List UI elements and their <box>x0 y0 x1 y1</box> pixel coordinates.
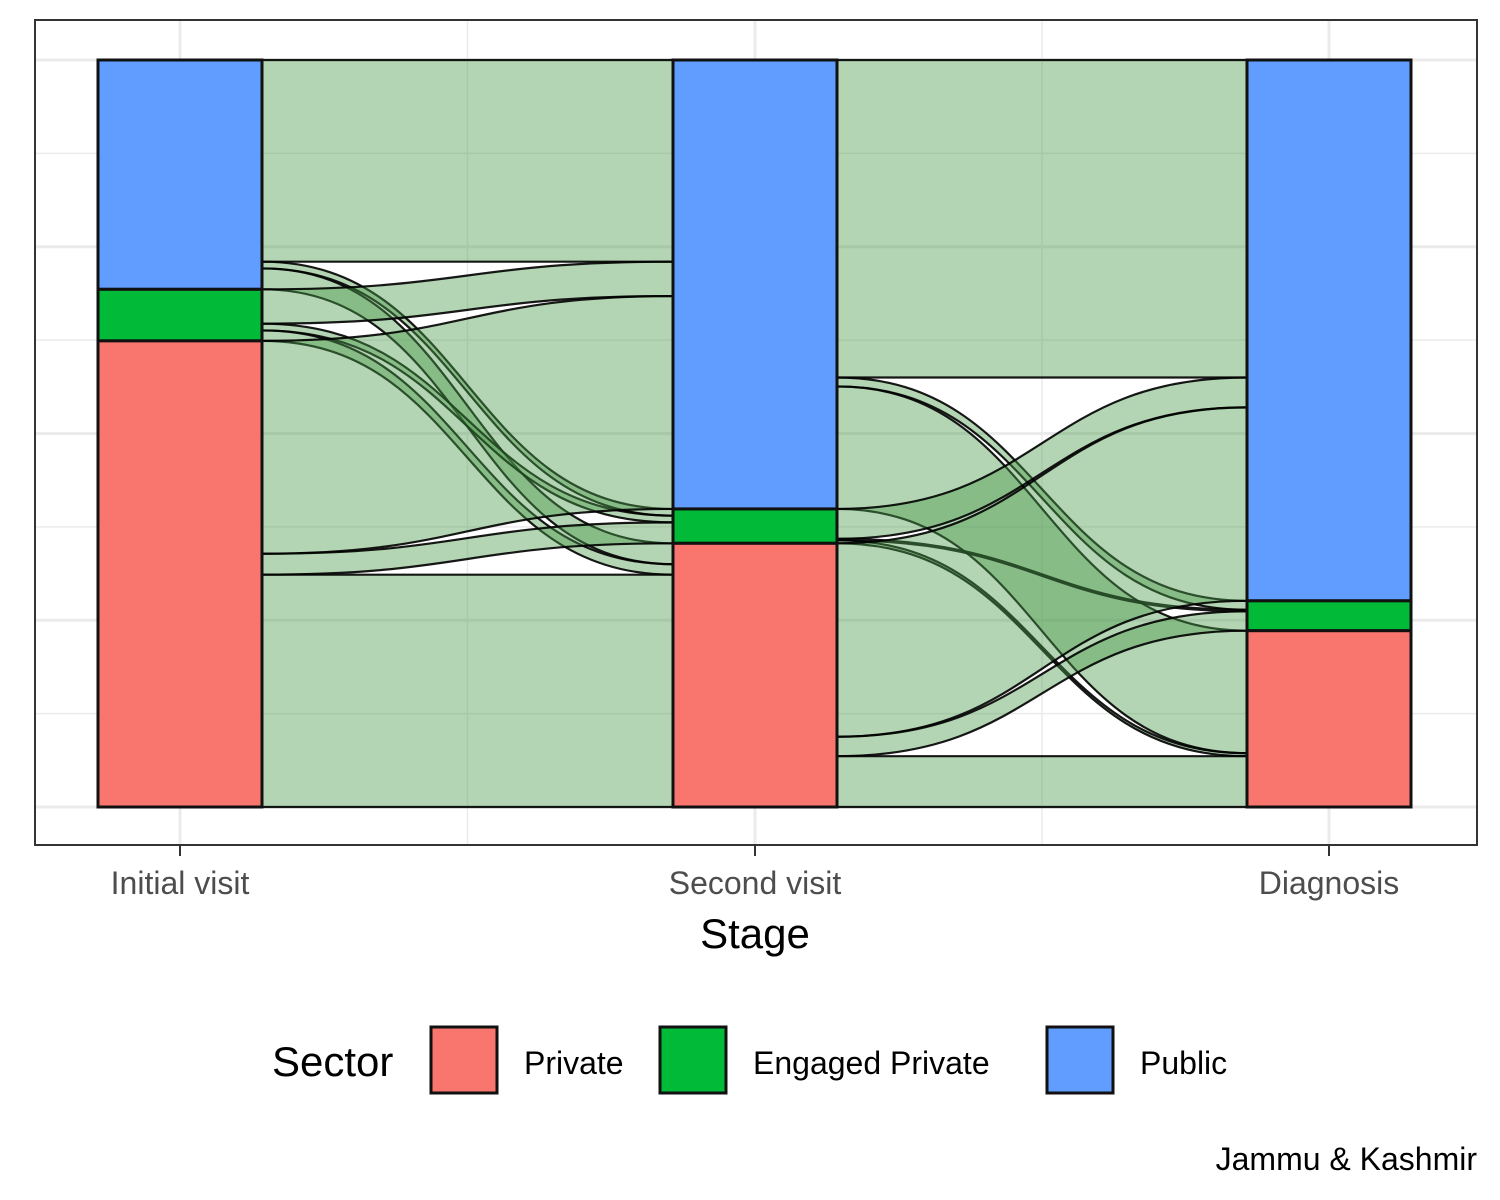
legend-key-engaged-private <box>658 1025 728 1095</box>
bar-initial-visit-engaged-private <box>96 287 264 343</box>
x-tick-label: Initial visit <box>111 865 250 901</box>
bar-second-visit-private <box>671 541 839 809</box>
x-axis-ticks: Initial visit Second visit Diagnosis <box>111 845 1400 901</box>
x-tick-label: Second visit <box>669 865 842 901</box>
bar-diagnosis-engaged-private <box>1245 599 1413 633</box>
x-tick-label: Diagnosis <box>1259 865 1400 901</box>
flow-public-to-public <box>260 58 675 263</box>
bar-initial-visit-public <box>96 58 264 291</box>
flow-private-to-private <box>835 755 1249 809</box>
stage-bars <box>96 58 1413 809</box>
legend-key-public <box>1045 1025 1115 1095</box>
bar-diagnosis-public <box>1245 58 1413 603</box>
flow-private-to-private <box>260 573 675 809</box>
legend-label-private: Private <box>524 1045 624 1081</box>
flow-public-to-public <box>835 58 1249 379</box>
legend-label-public: Public <box>1140 1045 1227 1081</box>
flow-ribbons <box>260 58 1249 809</box>
bar-initial-visit-private <box>96 339 264 809</box>
caption: Jammu & Kashmir <box>1216 1141 1478 1177</box>
bar-second-visit-public <box>671 58 839 511</box>
bar-second-visit-engaged-private <box>671 507 839 545</box>
x-axis-title: Stage <box>700 910 810 957</box>
legend-title: Sector <box>272 1038 393 1085</box>
legend-key-private <box>429 1025 499 1095</box>
bar-diagnosis-private <box>1245 629 1413 809</box>
legend: Sector Private Engaged Private Public <box>272 1025 1227 1095</box>
legend-label-engaged-private: Engaged Private <box>753 1045 990 1081</box>
